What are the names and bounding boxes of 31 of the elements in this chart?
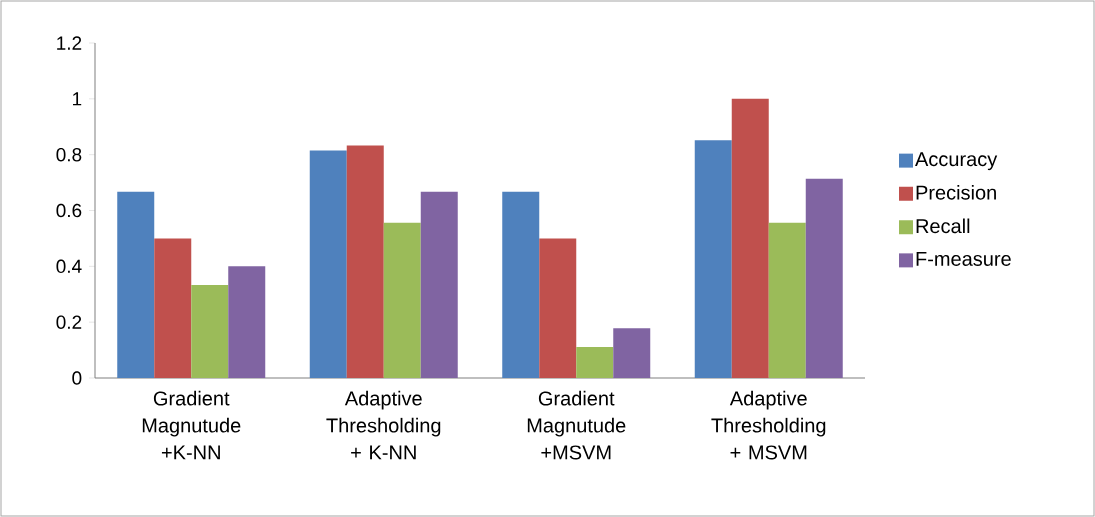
bar: [731, 98, 769, 378]
legend-label: Accuracy: [915, 152, 998, 171]
bar: [383, 222, 421, 378]
y-tick-label: 0: [72, 371, 82, 385]
bar: [768, 222, 806, 378]
bar: [117, 191, 155, 378]
x-tick-label: Adaptive Thresholding + K-NN: [326, 390, 441, 460]
y-tick-label: 1: [73, 92, 82, 106]
bar: [576, 347, 614, 378]
y-tick-label: 0.8: [56, 147, 82, 162]
y-tick-label: 0.2: [56, 315, 82, 329]
legend-label: Recall: [916, 218, 970, 234]
bar: [502, 191, 540, 378]
bar: [154, 238, 192, 378]
bar: [420, 191, 458, 378]
bar: [309, 150, 347, 378]
legend-label: F-measure: [916, 252, 1011, 266]
bar: [613, 328, 651, 378]
bar: [346, 145, 384, 378]
legend-label: Precision: [916, 185, 996, 200]
bar: [694, 140, 732, 378]
y-tick-label: 0.4: [56, 259, 82, 274]
y-tick-label: 0.6: [56, 203, 82, 218]
x-tick-label: Gradient Magnutude +K-NN: [142, 390, 241, 460]
bar: [191, 285, 229, 378]
bar: [228, 266, 266, 378]
y-tick-label: 1.2: [57, 36, 82, 50]
x-tick-label: Gradient Magnutude +MSVM: [527, 390, 626, 460]
bar: [805, 178, 843, 378]
x-tick-label: Adaptive Thresholding + MSVM: [711, 390, 826, 460]
bar: [539, 238, 577, 378]
